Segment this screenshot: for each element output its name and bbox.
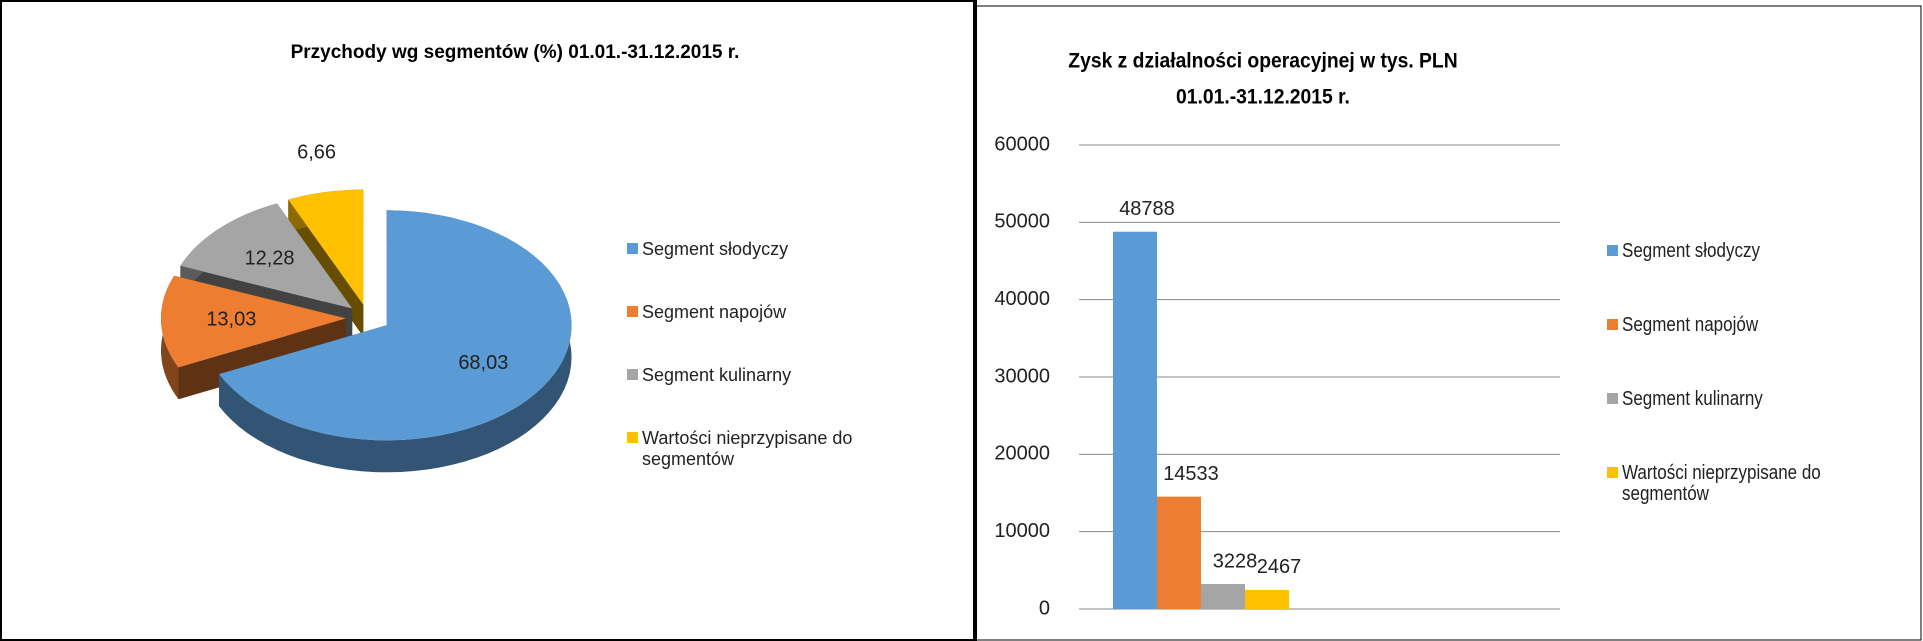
bar-subtitle: 01.01.-31.12.2015 r. [1176,86,1350,109]
bar-title: Zysk z działalności operacyjnej w tys. P… [1068,50,1457,73]
legend-item: Segment słodyczy [627,239,872,260]
legend-swatch [1607,467,1618,478]
legend-label: Segment napojów [642,302,787,322]
legend-item: Wartości nieprzypisane do segmentów [627,428,872,470]
y-tick-label: 10000 [994,520,1050,542]
legend-label: Segment kulinarny [642,365,792,385]
pie-title: Przychody wg segmentów (%) 01.01.-31.12.… [291,42,740,63]
bar [1201,584,1245,609]
legend-swatch [1607,393,1618,404]
legend-label: Wartości nieprzypisane do segmentów [1622,462,1821,505]
pie-value-label: 12,28 [245,247,295,269]
y-tick-label: 30000 [994,365,1050,387]
legend-item: Segment kulinarny [1607,389,1882,410]
y-tick-label: 40000 [994,288,1050,310]
y-tick-label: 60000 [994,133,1050,155]
bar [1157,496,1201,609]
legend-item: Segment słodyczy [1607,241,1882,262]
pie-value-label: 6,66 [297,142,336,164]
legend-swatch [1607,245,1618,256]
legend-item: Segment kulinarny [627,365,872,386]
pie-slice [288,189,364,305]
legend-label: Segment kulinarny [1622,388,1763,410]
bar [1245,589,1289,609]
legend-swatch [627,432,638,443]
legend-swatch [627,306,638,317]
bar [1113,231,1157,610]
legend-item: Segment napojów [627,302,872,323]
legend-label: Segment napojów [1622,314,1759,336]
legend-swatch [1607,319,1618,330]
pie-slice [180,203,353,309]
bar-value-label: 48788 [1119,198,1175,220]
legend-label: Segment słodyczy [642,239,789,259]
bar-value-label: 2467 [1257,556,1302,578]
legend-item: Wartości nieprzypisane do segmentów [1607,463,1882,505]
pie-slice [219,210,572,441]
legend-label: Wartości nieprzypisane do segmentów [642,428,853,469]
y-tick-label: 0 [1039,597,1050,619]
y-tick-label: 50000 [994,211,1050,233]
pie-value-label: 68,03 [458,352,508,374]
pie-value-label: 13,03 [206,309,256,331]
legend-swatch [627,369,638,380]
legend-item: Segment napojów [1607,315,1882,336]
legend-label: Segment słodyczy [1622,240,1760,262]
y-tick-label: 20000 [994,443,1050,465]
legend-swatch [627,243,638,254]
bar-value-label: 14533 [1163,463,1219,485]
pie-slice [161,275,346,368]
bar-value-label: 3228 [1213,550,1258,572]
